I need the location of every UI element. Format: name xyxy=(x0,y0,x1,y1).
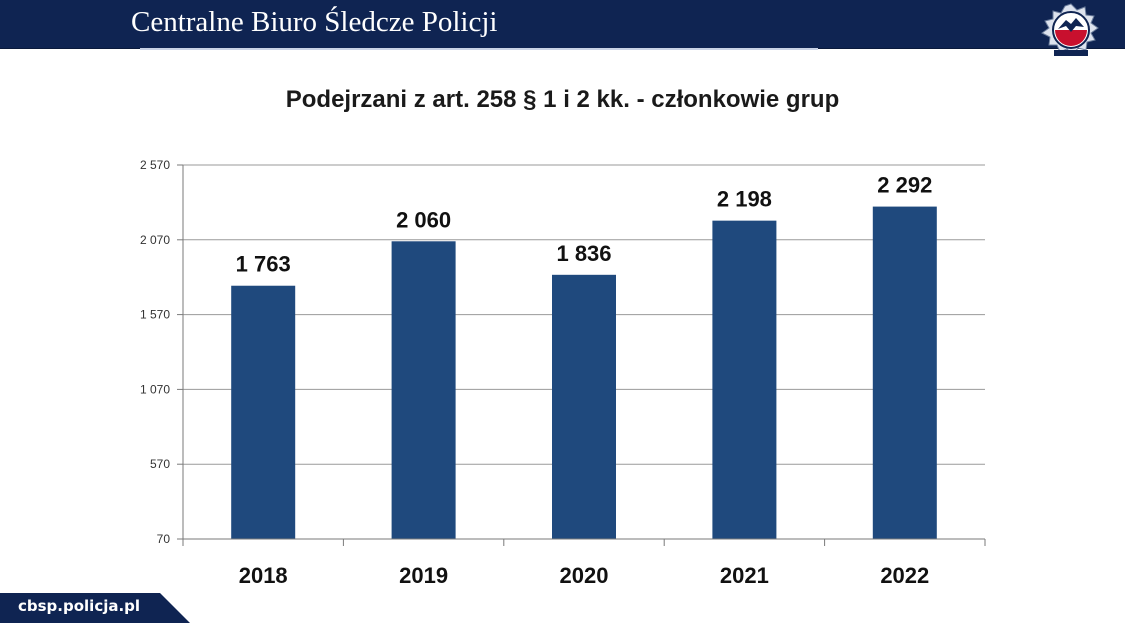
header-title: Centralne Biuro Śledcze Policji xyxy=(131,6,498,38)
data-label: 2 060 xyxy=(396,207,451,232)
cbsp-emblem-icon xyxy=(1041,3,1099,56)
bar xyxy=(391,241,456,539)
y-tick-label: 2 570 xyxy=(140,158,170,172)
bar xyxy=(552,274,616,539)
y-tick-label: 570 xyxy=(150,457,170,471)
chart-title: Podejrzani z art. 258 § 1 i 2 kk. - czło… xyxy=(285,86,840,113)
footer-url[interactable]: cbsp.policja.pl xyxy=(18,597,141,615)
y-tick-label: 1 070 xyxy=(140,382,170,396)
header-underline xyxy=(140,48,818,50)
bar xyxy=(712,220,777,540)
x-tick-label: 2018 xyxy=(239,563,288,588)
bar xyxy=(872,206,937,539)
data-label: 1 836 xyxy=(556,241,611,266)
x-tick-label: 2020 xyxy=(560,563,609,588)
x-tick-label: 2021 xyxy=(720,563,769,588)
data-label: 1 763 xyxy=(236,252,291,277)
data-label: 2 198 xyxy=(717,187,772,212)
y-tick-label: 70 xyxy=(157,532,171,546)
y-tick-label: 1 570 xyxy=(140,308,170,322)
footer-badge xyxy=(0,593,190,623)
y-tick-label: 2 070 xyxy=(140,233,170,247)
x-tick-label: 2019 xyxy=(399,563,448,588)
x-tick-label: 2022 xyxy=(880,563,929,588)
data-label: 2 292 xyxy=(877,173,932,198)
bar xyxy=(231,285,296,539)
